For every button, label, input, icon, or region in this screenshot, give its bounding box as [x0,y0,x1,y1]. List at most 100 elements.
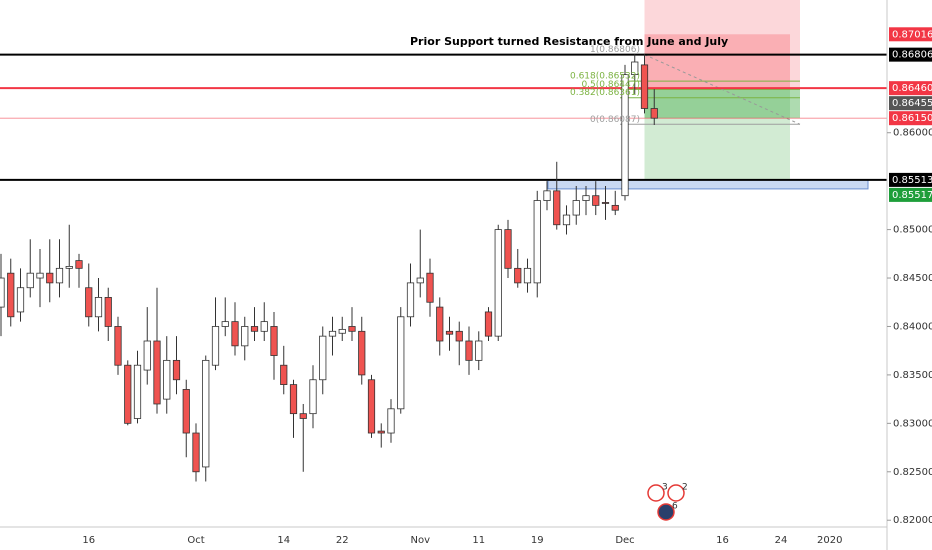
x-tick-label: 11 [472,535,485,546]
price-tag-label: 0.86150 [892,113,932,124]
price-tag [889,27,932,42]
candle-body [260,321,268,332]
candle-body [445,330,454,335]
candle-body [36,272,44,279]
y-tick-label: 0.86000 [893,128,932,139]
candle-body [211,326,220,366]
candle-body [494,229,502,337]
candle-body [358,330,366,376]
candle-body [289,384,298,415]
candle-body [533,200,541,284]
fib-label: 0.618(0.86532) [570,72,640,82]
candle-body [523,267,532,284]
candle-body [65,266,73,269]
annotation: Prior Support turned Resistance from Jun… [410,35,728,48]
candle-body [163,359,171,400]
candle-body [592,195,600,206]
event-icon [647,484,665,502]
candle-body [299,413,307,419]
candle-body [55,267,64,284]
candle-body [124,364,132,424]
stop-range [644,34,790,89]
candle-body [484,311,493,337]
price-axis: 0.82000 0.82500 0.83000 0.83500 0.84000 0.845… [82,27,932,546]
candle-body [328,330,337,337]
x-tick-label: Dec [615,535,634,546]
fib-label: 0.382(0.86361) [570,88,640,98]
candle-body [16,287,25,313]
candle-body [367,379,376,434]
price-tag [889,47,932,62]
candle-body [104,297,112,327]
candle-body [426,272,434,303]
price-tag [889,96,932,111]
event-icon [667,484,685,502]
candle-body [202,359,210,468]
trend-line [644,54,801,125]
candle-body [75,260,83,269]
candle-body [543,190,551,201]
candle-body [94,297,103,318]
price-tag-label: 0.87016 [892,29,932,40]
x-tick-label: 19 [531,535,544,546]
x-tick-label: 2020 [817,535,842,546]
fib-label: 0.5(0.86447) [581,80,640,90]
x-tick-label: 24 [775,535,788,546]
event-count: 3 [662,483,668,493]
candle-body [241,326,249,347]
candle-body [172,359,181,381]
candle-body [46,272,54,284]
candle-body [133,364,142,419]
candle-body [319,335,327,381]
candle-body [153,340,161,405]
candle-body [504,229,512,269]
event-count: 2 [682,483,688,493]
candle-body [397,316,405,410]
x-tick-label: Nov [410,535,430,546]
candle-body [348,326,356,332]
candle-body [280,364,288,385]
price-tag-label: 0.86455 [892,98,932,109]
candle-body [475,340,483,361]
price-tag-label: 0.86806 [892,50,932,61]
x-tick-label: 22 [336,535,349,546]
candle-body [192,432,200,473]
price-tag-label: 0.85517 [892,190,932,201]
candle-body [0,277,5,308]
x-tick-label: 16 [82,535,95,546]
candle-body [601,202,610,204]
candles [0,54,658,482]
event-icon [657,503,675,521]
y-tick-label: 0.82000 [893,515,932,526]
candle-body [7,272,15,318]
candle-body [465,340,473,361]
event-count: 6 [672,502,678,512]
candle-body [621,74,629,197]
x-tick-label: 14 [277,535,290,546]
x-tick-label: Oct [187,535,204,546]
candle-body [455,330,463,342]
candle-body [416,277,424,284]
candle-body [377,430,385,434]
fib-label: 1(0.86806) [590,45,640,55]
x-tick-label: 16 [716,535,729,546]
candle-body [650,108,658,119]
candle-body [85,287,93,318]
candle-body [562,214,571,226]
target-zone [644,88,790,180]
y-tick-label: 0.85000 [893,225,932,236]
candle-body [338,328,346,334]
candle-body [250,326,259,332]
y-tick-label: 0.84500 [893,273,932,284]
price-tag [889,172,932,187]
candle-body [631,61,639,75]
candle-body [553,190,561,226]
candle-body [231,321,239,347]
candle-body [114,326,122,366]
y-tick-label: 0.84000 [893,321,932,332]
candle-body [611,204,619,211]
y-tick-label: 0.82500 [893,467,932,478]
